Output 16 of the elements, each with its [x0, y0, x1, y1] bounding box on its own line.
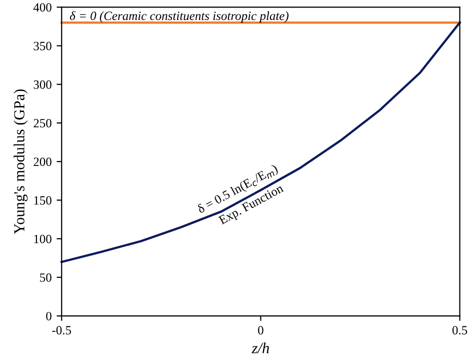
x-axis-title: z/h	[252, 342, 269, 354]
y-axis-title: Young's modulus (GPa)	[14, 89, 28, 234]
line-series	[60, 22, 461, 263]
y-tick-label: 250	[34, 118, 52, 128]
y-tick-label: 200	[34, 158, 52, 166]
y-tick-label: 350	[34, 42, 52, 50]
x-tick-label: -0.5	[52, 326, 72, 334]
y-tick-label: 300	[34, 80, 52, 89]
x-tick-label: 0	[258, 326, 264, 334]
series-label: δ = 0 (Ceramic constituents isotropic plate)	[70, 11, 289, 23]
y-tick-label: 400	[33, 3, 52, 12]
y-tick-label: 100	[34, 234, 52, 244]
y-tick-label: 0	[46, 312, 52, 320]
y-tick-label: 150	[34, 196, 52, 205]
x-tick-label: 0.5	[452, 326, 468, 334]
y-tick-label: 50	[40, 273, 52, 282]
